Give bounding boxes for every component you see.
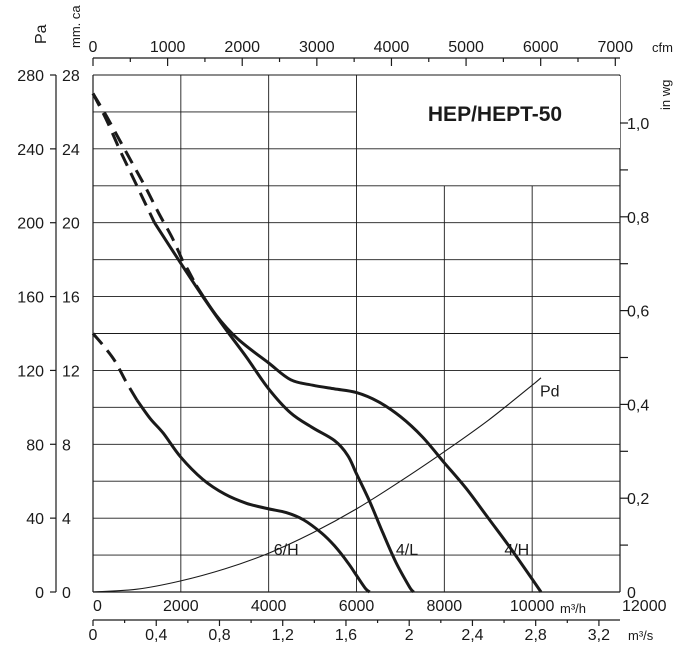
tick-label-m3s: 2 (405, 627, 414, 644)
tick-label-cfm: 4000 (374, 39, 410, 56)
tick-label-m3s: 2,8 (525, 627, 547, 644)
series-4-l-line (153, 221, 415, 594)
unit-m3s: m³/s (628, 628, 654, 643)
series-6-h-dashed (91, 332, 139, 401)
tick-label-pa: 0 (35, 585, 44, 602)
tick-label-mmca: 16 (62, 290, 80, 307)
tick-label-m3s: 0 (89, 627, 98, 644)
tick-label-cfm: 3000 (299, 39, 335, 56)
unit-pa: Pa (33, 24, 50, 44)
tick-label-pa: 120 (17, 363, 44, 380)
tick-label-inwg: 0 (627, 585, 636, 602)
tick-label-cfm: 6000 (523, 39, 559, 56)
tick-label-m3h: 6000 (339, 598, 375, 615)
tick-label-inwg: 1,0 (627, 116, 649, 133)
tick-label-m3s: 2,4 (461, 627, 483, 644)
tick-label-m3s: 1,6 (335, 627, 357, 644)
grid-layer (93, 74, 620, 592)
unit-mmca: mm. ca (68, 5, 83, 48)
title-box (358, 76, 620, 148)
unit-m3h: m³/h (560, 601, 586, 616)
tick-label-pa: 200 (17, 216, 44, 233)
curve-label-pd: Pd (540, 383, 560, 400)
series-4-h-line (194, 284, 543, 593)
tick-label-m3s: 3,2 (588, 627, 610, 644)
tick-label-mmca: 0 (62, 585, 71, 602)
unit-cfm: cfm (652, 40, 673, 55)
tick-label-cfm: 5000 (448, 39, 484, 56)
curve-label-4-l: 4/L (396, 542, 418, 559)
tick-label-m3h: 2000 (163, 598, 199, 615)
tick-label-inwg: 0,6 (627, 304, 649, 321)
chart-title: HEP/HEPT-50 (428, 103, 562, 126)
tick-label-m3h: 8000 (427, 598, 463, 615)
tick-label-pa: 80 (26, 437, 44, 454)
tick-label-cfm: 1000 (150, 39, 186, 56)
tick-label-mmca: 12 (62, 363, 80, 380)
series-6-h-line (135, 399, 371, 594)
tick-label-mmca: 8 (62, 437, 71, 454)
curves-layer (91, 92, 543, 594)
curve-label-4-h: 4/H (504, 542, 529, 559)
tick-label-mmca: 24 (62, 142, 80, 159)
tick-label-cfm: 2000 (224, 39, 260, 56)
tick-label-m3h: 10000 (510, 598, 555, 615)
labels-layer: 04812162024280408012016020024028000,20,4… (17, 39, 666, 644)
tick-label-cfm: 7000 (598, 39, 634, 56)
tick-label-cfm: 0 (89, 39, 98, 56)
tick-label-m3h: 4000 (251, 598, 287, 615)
tick-label-mmca: 4 (62, 511, 71, 528)
tick-label-mmca: 20 (62, 216, 80, 233)
tick-label-inwg: 0,2 (627, 491, 649, 508)
series-pd-line (92, 377, 542, 593)
series-4-l-dashed (91, 92, 156, 224)
tick-label-m3s: 0,4 (145, 627, 167, 644)
curve-label-6-h: 6/H (274, 542, 299, 559)
tick-label-pa: 280 (17, 68, 44, 85)
tick-label-mmca: 28 (62, 68, 80, 85)
tick-label-m3s: 1,2 (272, 627, 294, 644)
unit-inwg: in wg (658, 80, 673, 110)
tick-label-m3s: 0,8 (208, 627, 230, 644)
tick-label-m3h: 0 (93, 598, 102, 615)
tick-label-inwg: 0,4 (627, 397, 649, 414)
tick-label-pa: 40 (26, 511, 44, 528)
tick-label-pa: 240 (17, 142, 44, 159)
tick-label-inwg: 0,8 (627, 210, 649, 227)
tick-label-pa: 160 (17, 290, 44, 307)
tick-label-m3h: 12000 (622, 598, 667, 615)
axes-layer (50, 57, 628, 626)
